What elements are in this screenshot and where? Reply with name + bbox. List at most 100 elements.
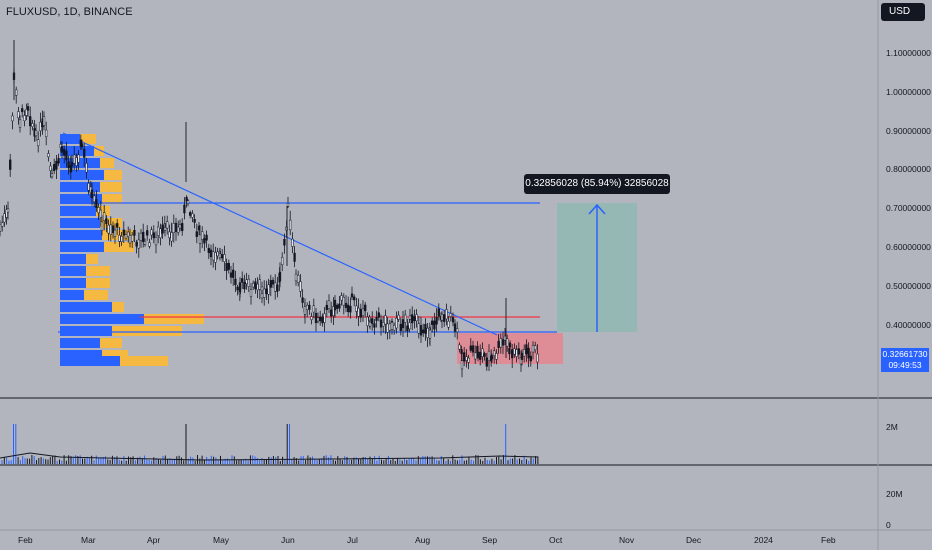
trend-line bbox=[62, 132, 498, 336]
candle-body bbox=[373, 323, 376, 328]
candle-body bbox=[463, 352, 466, 362]
candle-body bbox=[234, 278, 237, 286]
candle-body bbox=[325, 304, 328, 311]
candle-body bbox=[103, 212, 106, 221]
candle-body bbox=[260, 293, 264, 299]
candle-body bbox=[236, 286, 239, 291]
volume-profile-bar-down bbox=[102, 194, 122, 204]
candle-body bbox=[216, 251, 219, 257]
volume-profile-bar-up bbox=[60, 326, 112, 336]
candle-body bbox=[338, 303, 341, 309]
candle-body bbox=[258, 279, 261, 290]
candle-body bbox=[493, 350, 496, 356]
volume-profile-bar-down bbox=[80, 134, 96, 144]
candle-body bbox=[487, 350, 491, 361]
candle-body bbox=[399, 323, 402, 332]
candle-body bbox=[508, 342, 512, 348]
volume-profile-bar-up bbox=[60, 146, 94, 156]
candle-body bbox=[201, 231, 204, 240]
candle-body bbox=[377, 312, 380, 318]
candle-body bbox=[497, 340, 500, 348]
candle-body bbox=[232, 269, 235, 278]
candle-body bbox=[263, 288, 266, 298]
candle-body bbox=[479, 351, 482, 360]
candle-body bbox=[118, 234, 121, 242]
candle-body bbox=[212, 251, 215, 261]
candle-body bbox=[168, 231, 171, 239]
candle-body bbox=[221, 254, 224, 259]
candle-body bbox=[267, 284, 270, 295]
candle-body bbox=[411, 314, 414, 324]
candle-body bbox=[65, 150, 68, 161]
countdown-value: 09:49:53 bbox=[888, 360, 922, 370]
candle-body bbox=[269, 280, 272, 288]
measure-label: 0.32856028 (85.94%) 32856028 bbox=[524, 174, 670, 194]
candle-body bbox=[148, 242, 151, 247]
symbol-title[interactable]: FLUXUSD, 1D, BINANCE bbox=[6, 6, 133, 18]
candle-body bbox=[178, 224, 182, 229]
candle-body bbox=[336, 304, 339, 309]
candle-body bbox=[353, 296, 356, 301]
candle-body bbox=[424, 323, 427, 334]
candle-body bbox=[382, 322, 385, 327]
time-tick-label: Jul bbox=[347, 535, 358, 545]
time-tick-label: Nov bbox=[619, 535, 635, 545]
time-tick-label: Mar bbox=[81, 535, 96, 545]
candle-body bbox=[474, 352, 477, 360]
candle-body bbox=[137, 239, 140, 249]
volume-profile-bar-up bbox=[60, 254, 86, 264]
candle-body bbox=[63, 148, 66, 156]
candle-body bbox=[344, 302, 348, 308]
candle-body bbox=[350, 293, 354, 298]
candle-body bbox=[135, 241, 138, 247]
candle-body bbox=[42, 116, 46, 126]
price-tick-label: 0.90000000 bbox=[886, 125, 931, 136]
candle-body bbox=[195, 231, 198, 237]
candle-body bbox=[163, 227, 167, 231]
candle-body bbox=[143, 241, 147, 245]
candle-body bbox=[469, 345, 472, 351]
candle-body bbox=[105, 218, 108, 225]
candle-body bbox=[69, 165, 72, 173]
candle-body bbox=[417, 323, 420, 334]
candle-body bbox=[415, 314, 418, 322]
candle-body bbox=[342, 297, 345, 306]
time-tick-label: Aug bbox=[415, 535, 431, 545]
candle-body bbox=[109, 224, 112, 235]
candle-body bbox=[453, 323, 457, 332]
candle-body bbox=[99, 209, 102, 218]
candle-body bbox=[254, 281, 257, 290]
candle-body bbox=[15, 89, 18, 96]
candle-body bbox=[278, 271, 282, 281]
candle-body bbox=[476, 351, 480, 359]
time-tick-label: Dec bbox=[686, 535, 702, 545]
candle-body bbox=[276, 284, 279, 292]
candle-body bbox=[419, 325, 423, 336]
candle-body bbox=[465, 356, 468, 361]
candle-body bbox=[527, 347, 530, 359]
candle-body bbox=[386, 323, 389, 333]
candle-body bbox=[67, 161, 70, 168]
candle-body bbox=[506, 338, 509, 347]
candle-body bbox=[5, 209, 8, 218]
volume-profile-bar-up bbox=[60, 266, 86, 276]
candle-body bbox=[85, 163, 88, 173]
candle-body bbox=[198, 234, 202, 244]
candle-body bbox=[449, 313, 452, 317]
candle-body bbox=[395, 317, 398, 329]
volume-profile-bar-down bbox=[104, 170, 122, 180]
candle-body bbox=[18, 119, 22, 128]
candle-body bbox=[523, 349, 526, 357]
candle-body bbox=[379, 319, 383, 328]
candle-body bbox=[323, 313, 326, 323]
volume-profile-bar-up bbox=[60, 134, 80, 144]
currency-badge[interactable]: USD bbox=[881, 3, 925, 21]
candle-body bbox=[17, 111, 20, 119]
candle-body bbox=[31, 123, 34, 127]
volume-profile-bar-down bbox=[112, 326, 182, 336]
candle-body bbox=[154, 236, 158, 246]
time-tick-label: Feb bbox=[821, 535, 836, 545]
time-tick-label: May bbox=[213, 535, 230, 545]
